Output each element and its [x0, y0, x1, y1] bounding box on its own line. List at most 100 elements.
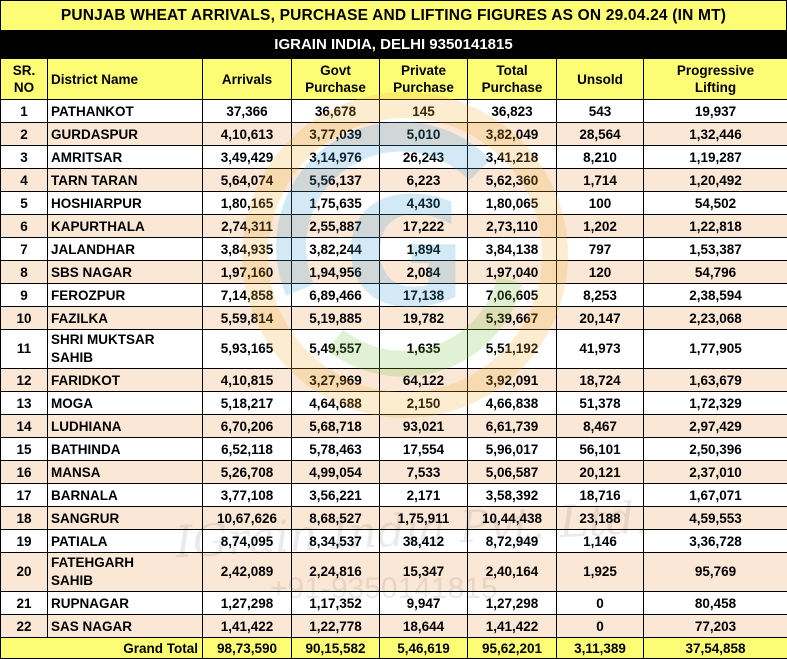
total-purchase-cell: 4,66,838: [468, 392, 557, 415]
sr-no-cell: 10: [1, 307, 48, 330]
progressive-lifting-cell: 1,19,287: [644, 146, 787, 169]
sr-no-cell: 15: [1, 438, 48, 461]
govt-purchase-cell: 1,17,352: [292, 592, 380, 615]
total-purchase-cell: 2,73,110: [468, 215, 557, 238]
sr-no-cell: 12: [1, 369, 48, 392]
private-purchase-cell: 1,635: [380, 330, 468, 369]
arrivals-cell: 3,84,935: [203, 238, 292, 261]
grand-total-unsold: 3,11,389: [557, 638, 644, 659]
arrivals-cell: 4,10,613: [203, 123, 292, 146]
arrivals-cell: 3,49,429: [203, 146, 292, 169]
unsold-cell: 1,714: [557, 169, 644, 192]
private-purchase-cell: 17,554: [380, 438, 468, 461]
arrivals-cell: 37,366: [203, 100, 292, 123]
sr-no-cell: 20: [1, 553, 48, 592]
private-purchase-cell: 15,347: [380, 553, 468, 592]
arrivals-cell: 5,93,165: [203, 330, 292, 369]
govt-purchase-cell: 5,78,463: [292, 438, 380, 461]
district-name-cell: SAS NAGAR: [48, 615, 203, 638]
progressive-lifting-cell: 4,59,553: [644, 507, 787, 530]
total-purchase-cell: 36,823: [468, 100, 557, 123]
grand-total-total-purchase: 95,62,201: [468, 638, 557, 659]
arrivals-cell: 4,10,815: [203, 369, 292, 392]
unsold-cell: 8,210: [557, 146, 644, 169]
sr-no-cell: 13: [1, 392, 48, 415]
arrivals-cell: 2,74,311: [203, 215, 292, 238]
sr-no-cell: 19: [1, 530, 48, 553]
govt-purchase-cell: 1,94,956: [292, 261, 380, 284]
arrivals-cell: 1,80,165: [203, 192, 292, 215]
total-purchase-cell: 10,44,438: [468, 507, 557, 530]
progressive-lifting-cell: 95,769: [644, 553, 787, 592]
progressive-lifting-cell: 54,796: [644, 261, 787, 284]
district-name-cell: HOSHIARPUR: [48, 192, 203, 215]
unsold-cell: 8,253: [557, 284, 644, 307]
total-purchase-cell: 6,61,739: [468, 415, 557, 438]
private-purchase-cell: 145: [380, 100, 468, 123]
private-purchase-cell: 93,021: [380, 415, 468, 438]
grand-total-row: Grand Total 98,73,590 90,15,582 5,46,619…: [1, 638, 787, 659]
govt-purchase-cell: 3,77,039: [292, 123, 380, 146]
grand-total-label: Grand Total: [1, 638, 203, 659]
total-purchase-cell: 5,96,017: [468, 438, 557, 461]
govt-purchase-cell: 8,68,527: [292, 507, 380, 530]
unsold-cell: 8,467: [557, 415, 644, 438]
progressive-lifting-cell: 2,38,594: [644, 284, 787, 307]
progressive-lifting-cell: 77,203: [644, 615, 787, 638]
unsold-cell: 28,564: [557, 123, 644, 146]
govt-purchase-cell: 2,24,816: [292, 553, 380, 592]
govt-purchase-cell: 4,99,054: [292, 461, 380, 484]
progressive-lifting-cell: 1,67,071: [644, 484, 787, 507]
private-purchase-cell: 9,947: [380, 592, 468, 615]
sr-no-cell: 3: [1, 146, 48, 169]
arrivals-cell: 1,97,160: [203, 261, 292, 284]
unsold-cell: 1,146: [557, 530, 644, 553]
unsold-cell: 56,101: [557, 438, 644, 461]
progressive-lifting-cell: 1,53,387: [644, 238, 787, 261]
district-name-cell: LUDHIANA: [48, 415, 203, 438]
district-name-cell: BARNALA: [48, 484, 203, 507]
district-name-cell: GURDASPUR: [48, 123, 203, 146]
total-purchase-cell: 5,62,360: [468, 169, 557, 192]
govt-purchase-cell: 1,22,778: [292, 615, 380, 638]
arrivals-cell: 1,41,422: [203, 615, 292, 638]
sr-no-cell: 1: [1, 100, 48, 123]
arrivals-cell: 6,52,118: [203, 438, 292, 461]
arrivals-cell: 1,27,298: [203, 592, 292, 615]
total-purchase-cell: 5,06,587: [468, 461, 557, 484]
total-purchase-cell: 3,58,392: [468, 484, 557, 507]
unsold-cell: 1,925: [557, 553, 644, 592]
private-purchase-cell: 18,644: [380, 615, 468, 638]
district-name-cell: KAPURTHALA: [48, 215, 203, 238]
private-purchase-cell: 2,171: [380, 484, 468, 507]
sr-no-cell: 6: [1, 215, 48, 238]
total-purchase-cell: 3,92,091: [468, 369, 557, 392]
govt-purchase-cell: 3,14,976: [292, 146, 380, 169]
progressive-lifting-cell: 1,72,329: [644, 392, 787, 415]
district-name-cell: MOGA: [48, 392, 203, 415]
sr-no-cell: 16: [1, 461, 48, 484]
report-subtitle: IGRAIN INDIA, DELHI 9350141815: [0, 31, 787, 58]
district-name-cell: FEROZPUR: [48, 284, 203, 307]
govt-purchase-cell: 36,678: [292, 100, 380, 123]
progressive-lifting-cell: 2,23,068: [644, 307, 787, 330]
total-purchase-cell: 1,97,040: [468, 261, 557, 284]
arrivals-cell: 10,67,626: [203, 507, 292, 530]
total-purchase-cell: 3,84,138: [468, 238, 557, 261]
header-district-name: District Name: [48, 59, 203, 100]
